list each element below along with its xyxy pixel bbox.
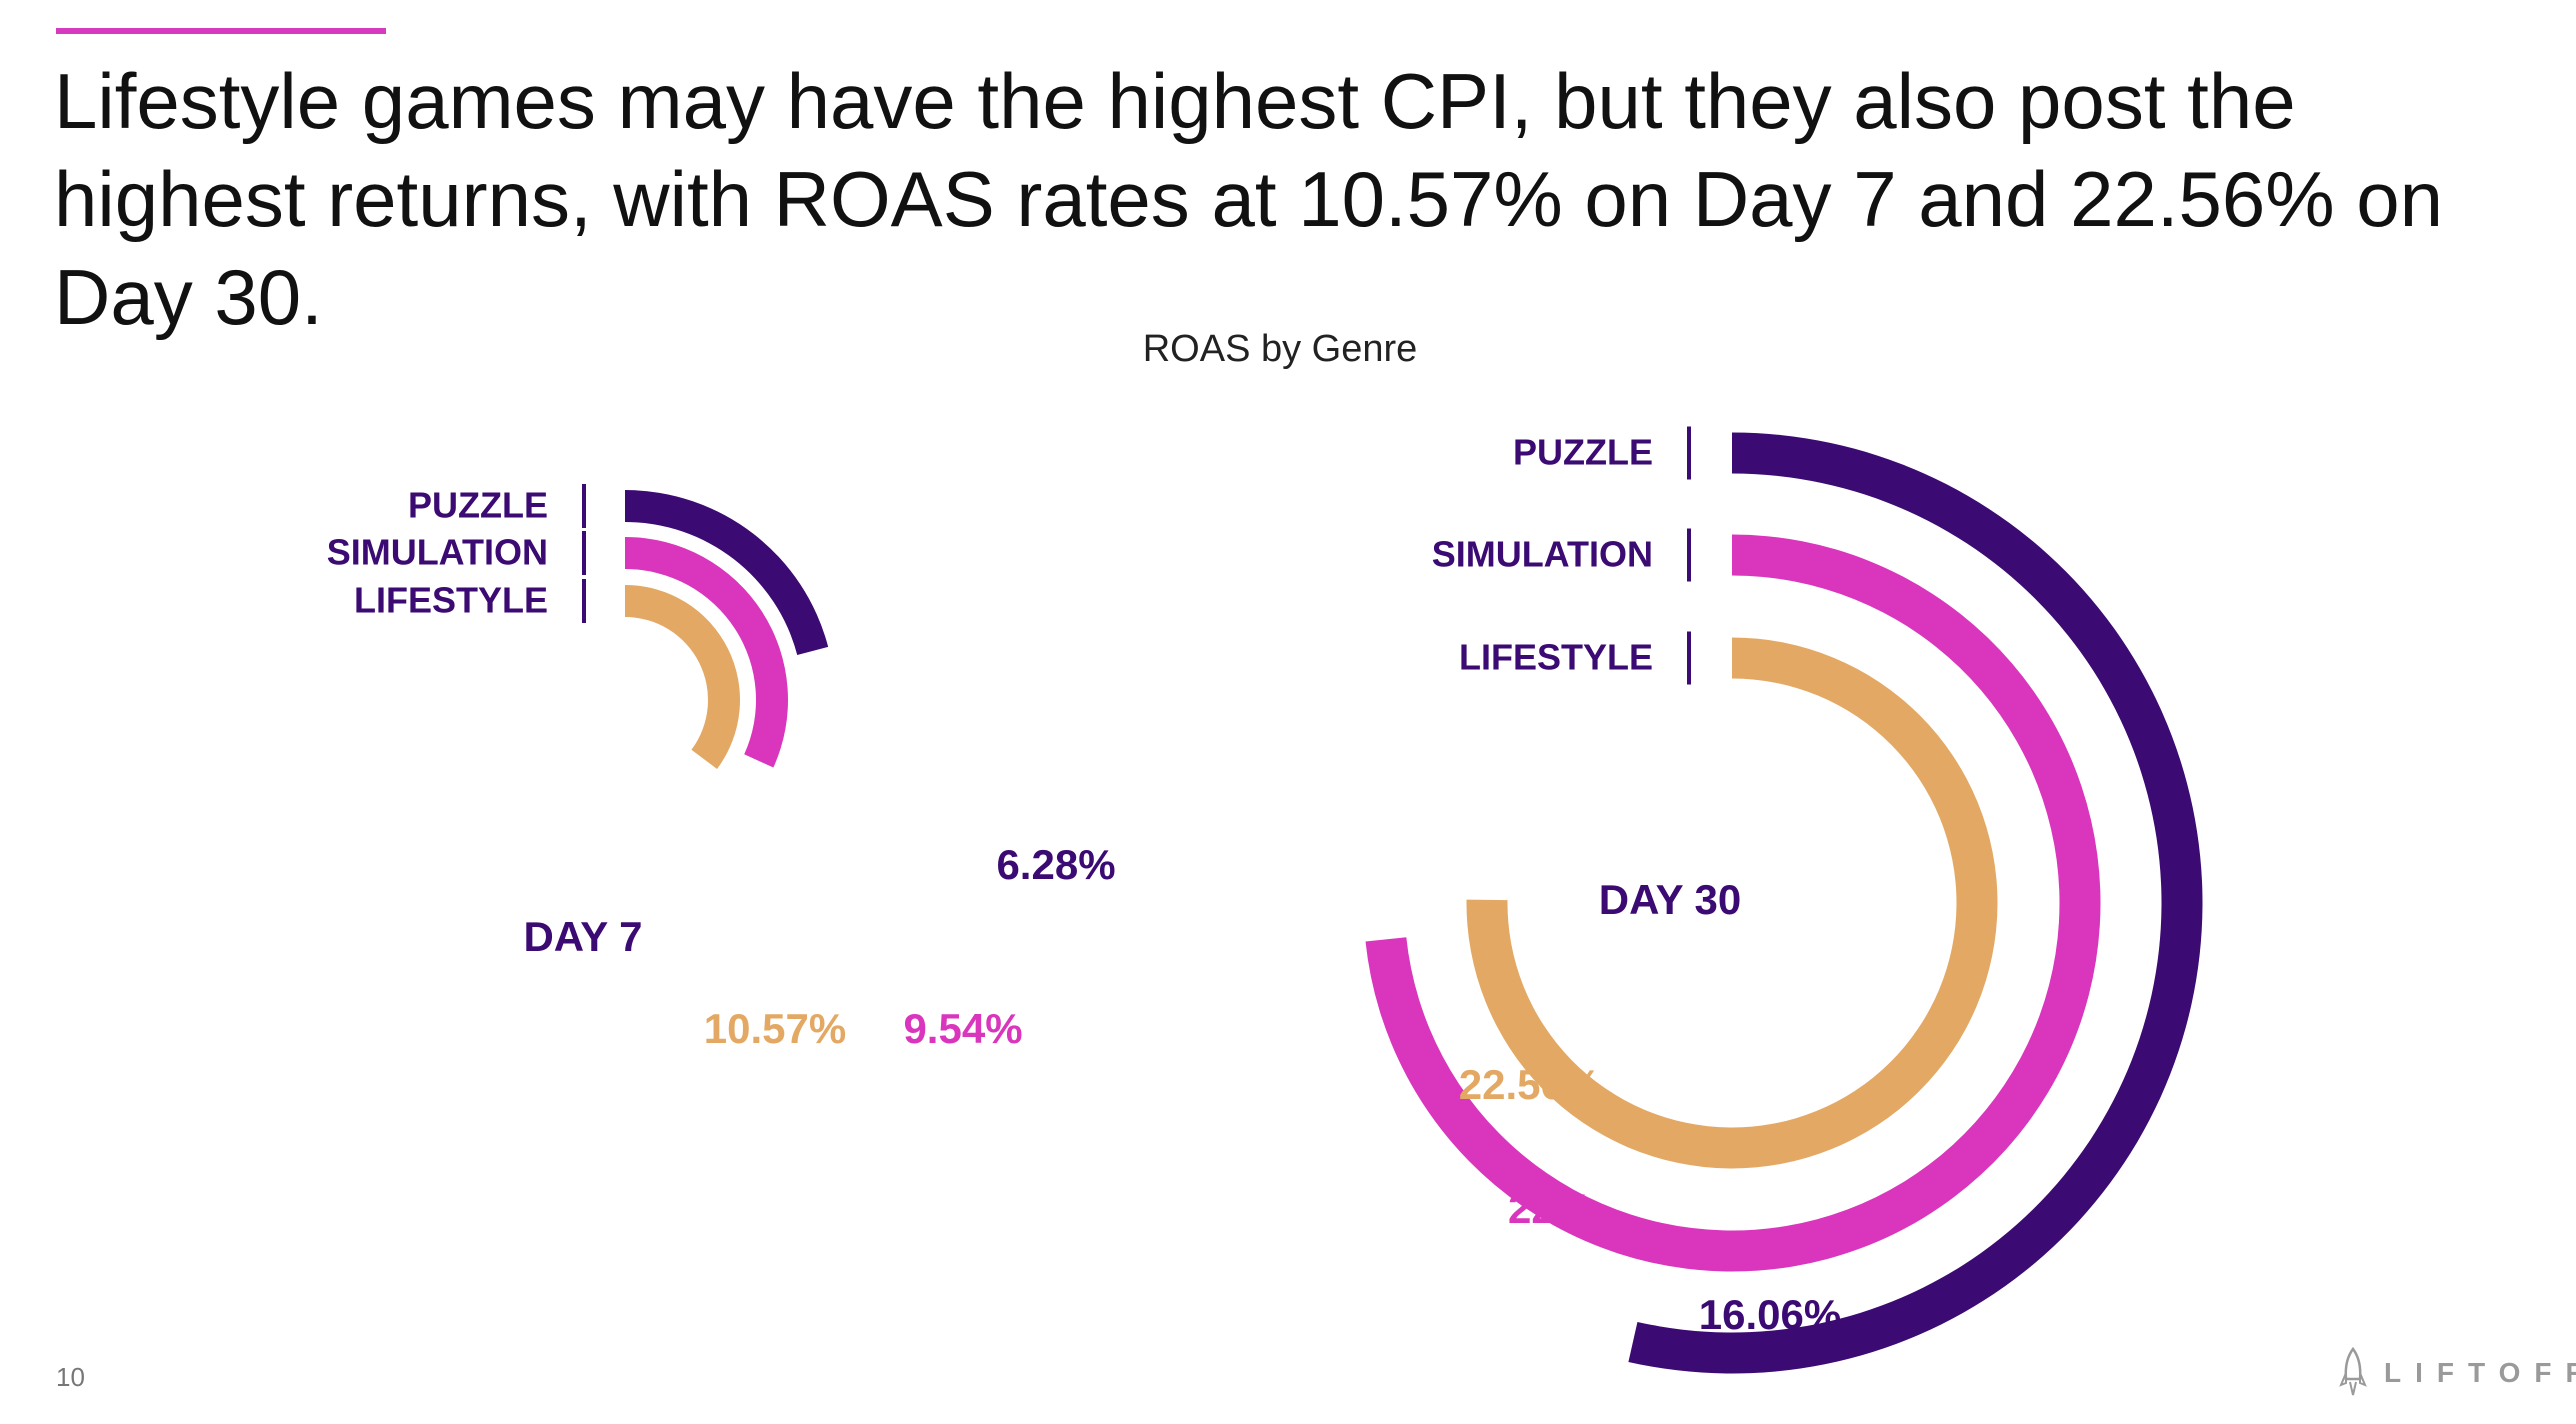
value-label-puzzle: 16.06%: [1699, 1291, 1841, 1338]
page-number: 10: [56, 1362, 85, 1392]
category-label-simulation: SIMULATION: [327, 532, 548, 573]
category-label-puzzle: PUZZLE: [1513, 432, 1653, 473]
value-label-lifestyle: 10.57%: [704, 1005, 846, 1052]
page-title: Lifestyle games may have the highest CPI…: [54, 57, 2444, 341]
center-label: DAY 7: [523, 913, 642, 960]
category-label-lifestyle: LIFESTYLE: [1459, 637, 1653, 678]
radial-chart-2: PUZZLE 16.06% SIMULATION 22% LIFESTYLE 22.56%…: [1365, 426, 2203, 1374]
center-label: DAY 30: [1599, 876, 1741, 923]
category-label-puzzle: PUZZLE: [408, 485, 548, 526]
chart-title: ROAS by Genre: [1142, 328, 1418, 370]
rocket-icon: [2339, 1347, 2367, 1396]
category-label-simulation: SIMULATION: [1432, 534, 1653, 575]
arc-bar-lifestyle: [625, 585, 740, 769]
arc-bar-simulation: [625, 537, 788, 768]
brand-logo: LIFTOFF: [2338, 1346, 2576, 1400]
brand-wordmark: LIFTOFF: [2384, 1357, 2576, 1388]
value-label-simulation: 9.54%: [903, 1005, 1022, 1052]
value-label-simulation: 22%: [1508, 1185, 1592, 1232]
arc-bar-puzzle: [625, 490, 829, 656]
category-label-lifestyle: LIFESTYLE: [354, 580, 548, 621]
value-label-puzzle: 6.28%: [996, 841, 1115, 888]
value-label-lifestyle: 22.56%: [1459, 1061, 1601, 1108]
radial-chart-1: PUZZLE 6.28% SIMULATION 9.54% LIFESTYLE 10.57…: [327, 484, 1116, 1052]
accent-rule: [56, 28, 386, 34]
